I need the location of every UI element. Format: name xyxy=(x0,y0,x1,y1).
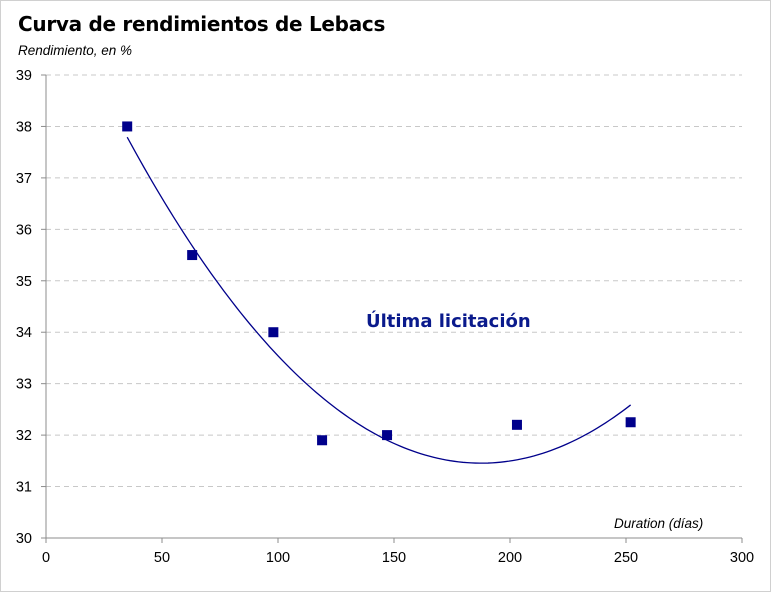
trendline xyxy=(126,136,632,464)
x-tick-label-150: 150 xyxy=(382,550,406,566)
y-axis-label: Rendimiento, en % xyxy=(18,43,133,58)
gridlines xyxy=(46,74,742,488)
x-tick-label-0: 0 xyxy=(42,550,50,566)
data-point-4 xyxy=(317,435,328,446)
y-tick-label-37: 37 xyxy=(16,171,32,187)
x-tick-label-50: 50 xyxy=(154,550,170,566)
data-point-6 xyxy=(511,419,522,430)
data-point-7 xyxy=(625,417,636,428)
x-tick-label-200: 200 xyxy=(498,550,522,566)
data-point-1 xyxy=(122,121,133,132)
y-tick-label-33: 33 xyxy=(16,377,32,393)
y-tick-label-39: 39 xyxy=(16,68,32,84)
data-points xyxy=(122,121,636,446)
data-point-5 xyxy=(382,430,393,441)
chart-annotation: Última licitación xyxy=(366,311,531,332)
x-tick-label-250: 250 xyxy=(614,550,638,566)
trendline-layer xyxy=(126,136,632,464)
x-axis-label: Duration (días) xyxy=(614,516,704,531)
tick-labels: 30 31 32 33 34 35 36 37 38 39 0 50 100 150 200 250 300 xyxy=(16,68,754,566)
y-tick-label-38: 38 xyxy=(16,119,32,135)
axes xyxy=(41,74,743,543)
y-tick-label-34: 34 xyxy=(16,325,32,341)
x-tick-label-300: 300 xyxy=(730,550,754,566)
y-tick-label-30: 30 xyxy=(16,531,32,547)
y-tick-label-35: 35 xyxy=(16,274,32,290)
y-tick-label-32: 32 xyxy=(16,428,32,444)
y-tick-label-31: 31 xyxy=(16,480,32,496)
y-tick-label-36: 36 xyxy=(16,222,32,238)
data-point-3 xyxy=(268,327,279,338)
chart-title: Curva de rendimientos de Lebacs xyxy=(18,12,386,36)
data-point-2 xyxy=(187,250,198,261)
x-tick-label-100: 100 xyxy=(266,550,290,566)
